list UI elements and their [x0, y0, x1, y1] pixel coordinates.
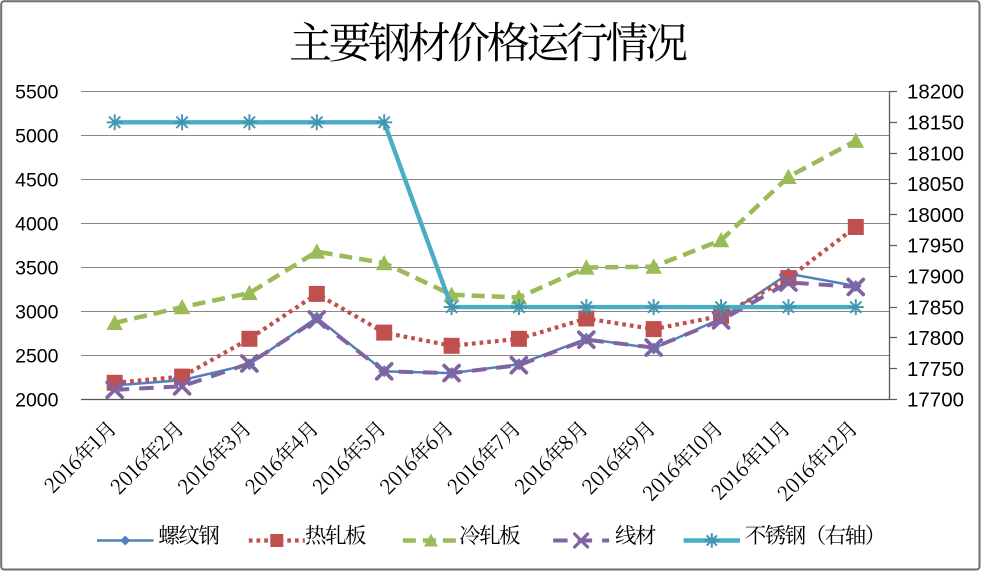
svg-text:4500: 4500 [15, 170, 59, 192]
svg-text:18050: 18050 [907, 173, 964, 196]
svg-text:5500: 5500 [15, 82, 59, 104]
svg-text:5000: 5000 [15, 126, 59, 148]
svg-text:3500: 3500 [15, 258, 59, 280]
svg-text:2000: 2000 [15, 390, 59, 412]
svg-text:17800: 17800 [907, 327, 964, 350]
svg-text:17750: 17750 [907, 358, 964, 381]
svg-text:17900: 17900 [907, 266, 964, 289]
svg-text:18150: 18150 [907, 112, 964, 135]
svg-text:18000: 18000 [907, 204, 964, 227]
svg-text:18100: 18100 [907, 142, 964, 165]
svg-text:17700: 17700 [907, 389, 964, 412]
svg-text:3000: 3000 [15, 302, 59, 324]
svg-text:4000: 4000 [15, 214, 59, 236]
svg-text:17950: 17950 [907, 235, 964, 258]
svg-text:18200: 18200 [907, 81, 964, 104]
svg-text:2500: 2500 [15, 346, 59, 368]
svg-text:17850: 17850 [907, 296, 964, 319]
